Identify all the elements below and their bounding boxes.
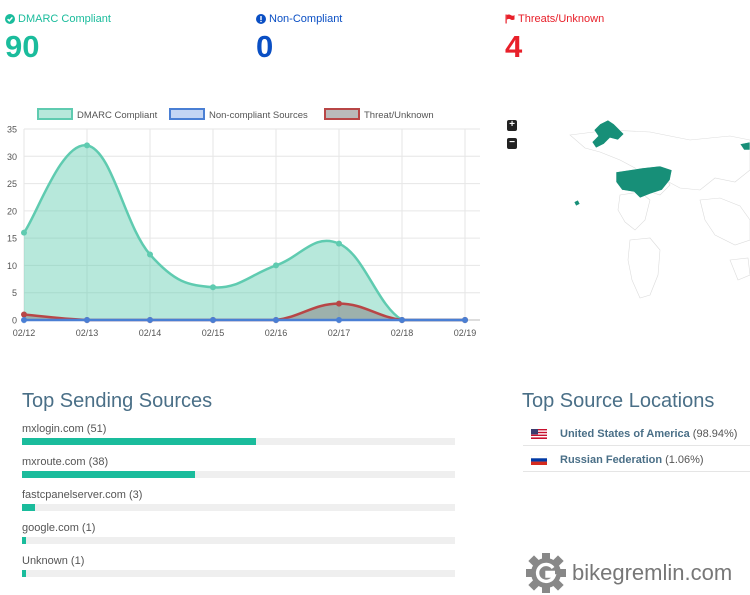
location-percent: (1.06%)	[665, 454, 704, 466]
x-tick-label: 02/19	[454, 328, 477, 338]
data-point[interactable]	[399, 317, 405, 323]
y-tick-label: 0	[12, 316, 17, 326]
data-point[interactable]	[21, 311, 27, 318]
stat-label: DMARC Compliant	[18, 13, 111, 25]
source-bar-fill	[22, 570, 27, 577]
y-tick-label: 30	[7, 152, 17, 162]
x-tick-label: 02/12	[13, 328, 36, 338]
stat-label-row: DMARC Compliant	[5, 13, 111, 25]
flag-icon	[505, 14, 515, 24]
legend-swatch[interactable]	[169, 108, 205, 120]
stat-value: 0	[256, 29, 274, 64]
stat-dmarc-compliant: DMARC Compliant 90	[5, 13, 111, 65]
location-name: United States of America	[560, 428, 690, 440]
stat-value: 90	[5, 29, 40, 64]
source-row-unknown[interactable]: Unknown (1)	[22, 555, 455, 577]
brand-watermark: bikegremlin.com	[524, 552, 732, 594]
x-tick-label: 02/18	[391, 328, 414, 338]
source-row-google[interactable]: google.com (1)	[22, 522, 455, 544]
data-point[interactable]	[21, 229, 27, 236]
stat-label: Threats/Unknown	[518, 13, 605, 25]
data-point[interactable]	[273, 262, 279, 269]
ru-flag-icon	[531, 455, 547, 465]
source-bar-fill	[22, 438, 257, 445]
source-label: google.com (1)	[22, 522, 96, 534]
gear-g-logo-icon	[526, 553, 566, 593]
x-tick-label: 02/14	[139, 328, 162, 338]
source-row-mxlogin[interactable]: mxlogin.com (51)	[22, 423, 455, 445]
data-point[interactable]	[273, 317, 279, 323]
data-point[interactable]	[210, 284, 216, 291]
stat-label-row: Threats/Unknown	[505, 13, 604, 25]
legend-label[interactable]: DMARC Compliant	[77, 110, 158, 121]
source-bar-track	[22, 471, 455, 478]
source-bar-fill	[22, 537, 27, 544]
x-tick-label: 02/16	[265, 328, 288, 338]
stat-value: 4	[505, 29, 523, 64]
data-point[interactable]	[21, 317, 27, 323]
us-flag-icon	[531, 429, 547, 439]
y-tick-label: 15	[7, 234, 17, 244]
series-area-2	[24, 303, 465, 320]
source-label: mxroute.com (38)	[22, 456, 109, 468]
y-tick-label: 5	[12, 288, 17, 298]
stat-label: Non-Compliant	[269, 13, 343, 25]
source-bar-fill	[22, 471, 196, 478]
map-zoom-out-button[interactable]: −	[507, 138, 517, 149]
legend-swatch[interactable]	[324, 108, 360, 120]
source-bar-track	[22, 438, 455, 445]
data-point[interactable]	[336, 240, 342, 247]
stat-label-row: Non-Compliant	[256, 13, 342, 25]
stat-threats-unknown: Threats/Unknown 4	[505, 13, 604, 65]
dmarc-line-chart: 0 5 10 15 20 25 30 35 02/12 02/13 02/14 02/15 02/16 0…	[7, 108, 480, 338]
sending-sources-title: Top Sending Sources	[22, 390, 213, 412]
y-tick-label: 35	[7, 125, 17, 135]
source-bar-track	[22, 504, 455, 511]
data-point[interactable]	[147, 251, 153, 258]
source-label: mxlogin.com (51)	[22, 423, 107, 435]
data-point[interactable]	[462, 317, 468, 323]
y-tick-label: 20	[7, 206, 17, 216]
source-row-fastcpanelserver[interactable]: fastcpanelserver.com (3)	[22, 489, 455, 511]
source-label: Unknown (1)	[22, 555, 85, 567]
data-point[interactable]	[210, 317, 216, 323]
location-row-usa[interactable]: United States of America (98.94%)	[523, 423, 750, 446]
source-bar-track	[22, 570, 455, 577]
source-bar-track	[22, 537, 455, 544]
map-zoom-in-button[interactable]: +	[507, 120, 517, 131]
source-bar-fill	[22, 504, 35, 511]
location-percent: (98.94%)	[692, 428, 738, 440]
map-highlight-russia[interactable]	[739, 141, 750, 151]
source-row-mxroute[interactable]: mxroute.com (38)	[22, 456, 455, 478]
info-circle-icon	[256, 14, 266, 24]
data-point[interactable]	[147, 317, 153, 323]
data-point[interactable]	[336, 317, 342, 323]
x-tick-label: 02/13	[76, 328, 99, 338]
world-map[interactable]	[500, 110, 750, 300]
stat-non-compliant: Non-Compliant 0	[256, 13, 342, 65]
map-highlight-usa-alaska[interactable]	[573, 119, 673, 207]
x-tick-label: 02/15	[202, 328, 225, 338]
data-point[interactable]	[336, 300, 342, 307]
data-point[interactable]	[84, 317, 90, 323]
source-locations-title: Top Source Locations	[522, 390, 715, 412]
map-land-outline	[569, 129, 750, 299]
legend-label[interactable]: Non-compliant Sources	[209, 110, 308, 121]
brand-text: bikegremlin.com	[572, 560, 733, 585]
location-name: Russian Federation	[560, 454, 663, 466]
series-area-0	[24, 145, 465, 320]
x-tick-label: 02/17	[328, 328, 351, 338]
legend-swatch[interactable]	[37, 108, 73, 120]
legend-label[interactable]: Threat/Unknown	[364, 110, 434, 121]
source-label: fastcpanelserver.com (3)	[22, 489, 143, 501]
y-tick-label: 10	[7, 261, 17, 271]
location-row-russia[interactable]: Russian Federation (1.06%)	[523, 449, 750, 472]
check-circle-icon	[5, 14, 15, 24]
y-tick-label: 25	[7, 179, 17, 189]
data-point[interactable]	[84, 142, 90, 149]
